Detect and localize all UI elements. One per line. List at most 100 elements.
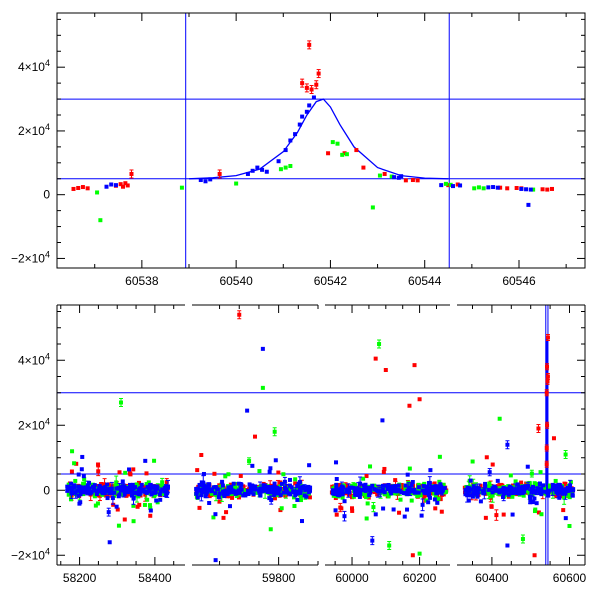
data-point (546, 493, 551, 498)
data-point (429, 484, 434, 489)
y-tick-label: 4×104 (18, 351, 50, 367)
data-point (260, 346, 265, 351)
data-point (284, 487, 289, 492)
data-point (239, 482, 244, 487)
data-point (82, 477, 87, 482)
data-point (405, 472, 410, 477)
data-point (426, 492, 431, 497)
data-point (381, 506, 386, 511)
data-point (107, 487, 112, 492)
data-point (368, 464, 373, 469)
data-point (257, 469, 262, 474)
data-point (202, 487, 207, 492)
data-point (144, 490, 149, 495)
data-point (409, 483, 414, 488)
data-point (443, 181, 448, 186)
data-point (124, 487, 129, 492)
data-point (240, 491, 245, 496)
data-point (494, 513, 499, 518)
data-point (383, 368, 388, 372)
data-point (505, 543, 510, 548)
data-point (396, 487, 401, 492)
data-point (530, 489, 535, 494)
data-point (441, 482, 446, 487)
data-point (508, 473, 513, 478)
data-point (295, 483, 300, 488)
data-point (469, 487, 474, 492)
y-tick-label: 2×104 (18, 416, 50, 432)
data-point (153, 490, 158, 495)
data-point (281, 490, 286, 495)
data-point (368, 485, 373, 490)
data-point (130, 483, 135, 488)
data-point (203, 494, 208, 499)
data-point (76, 484, 81, 489)
data-point (281, 472, 286, 477)
data-point (65, 488, 70, 493)
data-point (116, 523, 121, 528)
x-tick-label: 60546 (502, 274, 536, 288)
data-point (524, 187, 529, 192)
y-tick-label: −2×104 (11, 249, 50, 265)
data-point (468, 478, 473, 483)
data-point (120, 492, 125, 497)
data-point (148, 513, 153, 518)
data-point (276, 159, 281, 164)
data-point (338, 505, 343, 510)
data-point (402, 514, 407, 519)
data-point (78, 485, 83, 490)
data-point (137, 492, 142, 497)
data-point (478, 499, 483, 504)
data-point (389, 491, 394, 496)
data-point (412, 363, 417, 368)
data-point (234, 181, 239, 186)
data-point (125, 183, 130, 188)
data-point (250, 463, 255, 468)
data-point (525, 464, 530, 469)
data-point (565, 488, 570, 493)
x-tick-label: 58200 (63, 571, 97, 585)
data-point (248, 490, 253, 495)
data-point (506, 492, 511, 497)
data-point (255, 165, 260, 170)
data-point (223, 488, 228, 493)
data-point (493, 488, 498, 493)
data-point (563, 452, 568, 457)
plot-area (57, 13, 585, 268)
data-point (262, 483, 267, 488)
data-point (510, 494, 515, 499)
data-point (563, 481, 568, 486)
data-point (115, 507, 120, 512)
data-point (213, 485, 218, 490)
data-point (339, 484, 344, 489)
data-point (267, 469, 272, 474)
data-point (194, 490, 199, 495)
data-point (257, 488, 262, 493)
data-point (491, 185, 496, 190)
data-point (483, 481, 488, 486)
data-point (567, 495, 572, 500)
data-point (426, 500, 431, 505)
data-point (497, 488, 502, 493)
data-point (223, 474, 228, 479)
data-point (466, 498, 471, 503)
data-point (133, 485, 138, 490)
data-point (544, 390, 549, 395)
data-point (403, 483, 408, 488)
data-point (87, 491, 92, 496)
data-point (79, 488, 84, 493)
data-point (403, 178, 408, 183)
data-point (545, 374, 550, 379)
data-point (128, 482, 133, 487)
data-point (378, 489, 383, 494)
data-point (119, 400, 123, 405)
data-point (118, 485, 123, 490)
data-point (102, 491, 107, 496)
data-point (340, 152, 345, 157)
data-point (122, 517, 127, 522)
data-point (233, 489, 238, 494)
data-point (474, 485, 479, 490)
data-point (358, 491, 363, 496)
data-point (195, 495, 200, 500)
data-point (95, 501, 100, 506)
